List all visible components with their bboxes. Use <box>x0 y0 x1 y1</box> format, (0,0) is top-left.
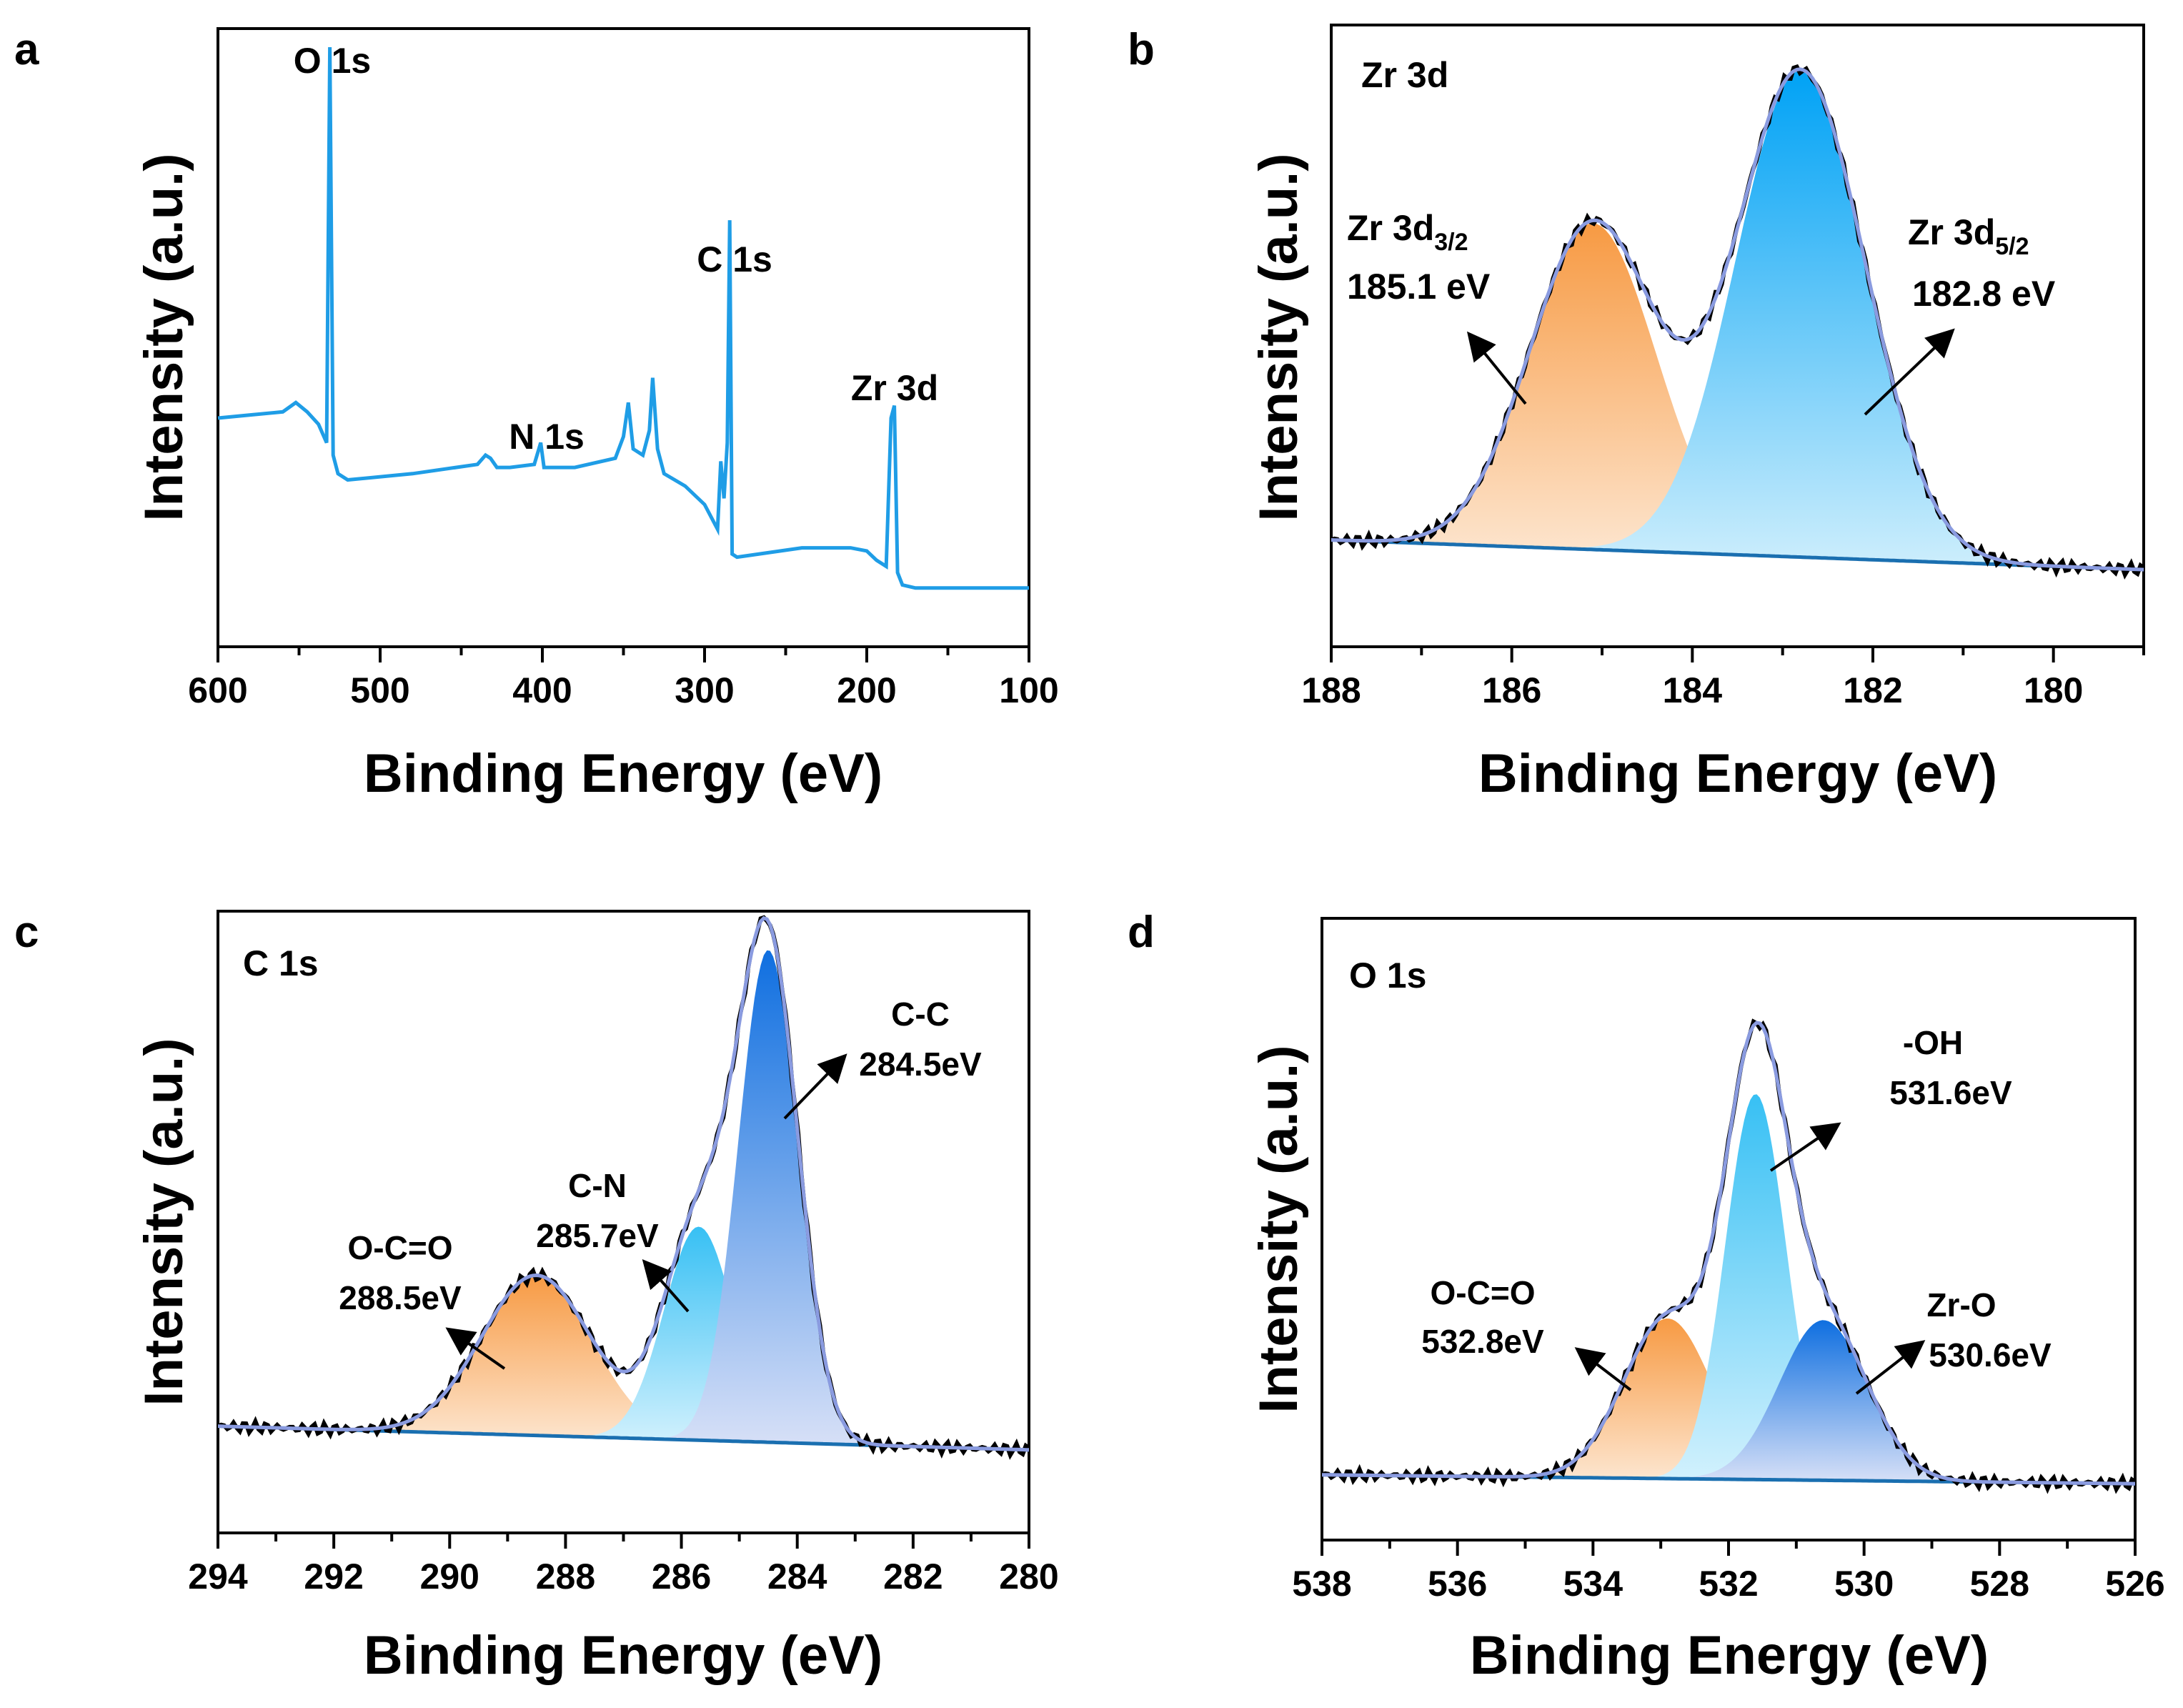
peak-label-zr3d32: Zr 3d3/2 <box>1347 208 1468 256</box>
x-tick-label: 290 <box>420 1556 479 1597</box>
peak-energy-ocoo-d: 532.8eV <box>1421 1323 1544 1360</box>
plot-frame-b <box>1330 24 2145 648</box>
x-axis-title-b: Binding Energy (eV) <box>1478 743 1997 804</box>
peak-energy-zr3d52: 182.8 eV <box>1912 274 2056 314</box>
peak-energy-zr3d32: 185.1 eV <box>1347 267 1491 307</box>
peak-label-zr3d52: Zr 3d5/2 <box>1908 212 2029 260</box>
panel-b-zr3d: b 188 186 184 182 180 Zr 3d Zr 3d3/2 185.1 e… <box>1128 24 2145 804</box>
x-tick-label: 286 <box>652 1556 711 1597</box>
x-tick-label: 280 <box>999 1556 1058 1597</box>
x-tick-label: 300 <box>675 670 734 710</box>
y-axis-title-c: Intensity (a.u.) <box>134 1038 194 1406</box>
x-tick-label: 180 <box>2024 670 2083 710</box>
arrow-zr3d32 <box>1466 331 1527 405</box>
arrow-oh <box>1769 1122 1841 1172</box>
peak-fill-c-c <box>648 950 889 1446</box>
peak-label-oh: -OH <box>1903 1024 1963 1061</box>
peak-label-ocoo-c: O-C=O <box>348 1229 453 1266</box>
panel-title-b: Zr 3d <box>1361 55 1448 95</box>
peak-label-zro: Zr-O <box>1926 1286 1996 1324</box>
fit-envelope-line <box>217 915 1030 1452</box>
panel-letter-b: b <box>1128 25 1155 74</box>
x-tick-label: 200 <box>837 670 896 710</box>
panel-d-o1s: d 538 536 534 532 530 528 526 O 1s O-C=O 532.8… <box>1128 908 2165 1686</box>
panel-letter-a: a <box>14 25 39 74</box>
peak-label-n1s: N 1s <box>509 417 585 457</box>
peak-label-c1s: C 1s <box>697 239 772 279</box>
peak-label-cc: C-C <box>891 995 950 1033</box>
x-tick-label: 500 <box>350 670 409 710</box>
arrow-cc <box>783 1053 847 1120</box>
panel-letter-d: d <box>1128 908 1155 957</box>
plot-frame-a <box>217 27 1030 648</box>
x-tick-label: 600 <box>188 670 247 710</box>
y-axis-title-d: Intensity (a.u.) <box>1248 1045 1309 1413</box>
peak-label-o1s: O 1s <box>294 41 371 81</box>
arrow-zr3d52 <box>1864 328 1955 416</box>
x-tick-label: 282 <box>883 1556 943 1597</box>
peak-fill-o-c-o <box>317 1275 755 1442</box>
peak-label-cn: C-N <box>568 1167 627 1204</box>
x-axis-b: 188 186 184 182 180 <box>1301 647 2145 710</box>
y-axis-title-b: Intensity (a.u.) <box>1248 153 1309 521</box>
x-tick-label: 538 <box>1292 1564 1351 1604</box>
peak-label-zr3d: Zr 3d <box>851 368 938 408</box>
fit-envelope-line <box>1322 1021 2135 1486</box>
peak-fill-zr-o <box>1650 1320 1998 1482</box>
x-tick-label: 526 <box>2105 1564 2164 1604</box>
peak-label-ocoo-d: O-C=O <box>1431 1274 1536 1311</box>
arrow-cn <box>642 1258 690 1313</box>
arrow-ocoo-c <box>445 1327 506 1370</box>
fit-envelope-line <box>1331 67 2144 572</box>
x-axis-a: 600 500 400 300 200 100 <box>188 647 1059 710</box>
x-tick-label: 182 <box>1843 670 1902 710</box>
arrow-zro <box>1855 1340 1926 1395</box>
x-tick-label: 288 <box>536 1556 595 1597</box>
x-tick-label: 292 <box>304 1556 363 1597</box>
peak-energy-cn: 285.7eV <box>536 1217 659 1254</box>
y-axis-title-a: Intensity (a.u.) <box>134 153 194 521</box>
peak-fill-zr-3d5-2 <box>1543 71 2059 567</box>
x-axis-title-c: Binding Energy (eV) <box>364 1625 882 1686</box>
x-tick-label: 186 <box>1482 670 1541 710</box>
panel-c-c1s: c 294 292 290 288 286 284 282 280 C 1s O-C=O 28… <box>14 908 1059 1686</box>
peak-fits-c <box>217 915 1030 1460</box>
peak-fill-c-n <box>561 1226 836 1444</box>
arrow-ocoo-d <box>1574 1347 1632 1391</box>
x-tick-label: 184 <box>1663 670 1723 710</box>
x-tick-label: 530 <box>1834 1564 1894 1604</box>
peak-energy-oh: 531.6eV <box>1889 1074 2012 1111</box>
peak-fill--oh <box>1634 1094 1876 1481</box>
x-tick-label: 536 <box>1428 1564 1487 1604</box>
x-axis-c: 294 292 290 288 286 284 282 280 <box>188 1533 1059 1597</box>
survey-spectrum-line <box>217 46 1029 590</box>
peak-fits-d <box>1321 1018 2137 1494</box>
peak-energy-ocoo-c: 288.5eV <box>339 1279 462 1316</box>
x-axis-d: 538 536 534 532 530 528 526 <box>1292 1540 2165 1604</box>
x-tick-label: 534 <box>1563 1564 1623 1604</box>
panel-title-c: C 1s <box>243 943 319 983</box>
panel-title-d: O 1s <box>1349 955 1426 995</box>
x-tick-label: 400 <box>512 670 572 710</box>
panel-letter-c: c <box>14 908 39 957</box>
x-axis-title-a: Binding Energy (eV) <box>364 743 882 804</box>
peak-energy-zro: 530.6eV <box>1929 1336 2052 1374</box>
x-tick-label: 284 <box>767 1556 827 1597</box>
x-tick-label: 188 <box>1301 670 1361 710</box>
panel-a-survey: a 600 500 400 300 200 100 O 1s N 1s C 1s Zr 3… <box>14 25 1059 804</box>
peak-fill-o-c-o <box>1493 1319 1841 1481</box>
peak-energy-cc: 284.5eV <box>859 1046 982 1083</box>
x-tick-label: 294 <box>188 1556 248 1597</box>
x-tick-label: 100 <box>999 670 1058 710</box>
x-axis-title-d: Binding Energy (eV) <box>1470 1625 1989 1686</box>
peak-fill-zr-3d3-2 <box>1341 223 1844 559</box>
peak-fits-b <box>1330 64 2145 580</box>
x-tick-label: 528 <box>1970 1564 2029 1604</box>
x-tick-label: 532 <box>1699 1564 1758 1604</box>
